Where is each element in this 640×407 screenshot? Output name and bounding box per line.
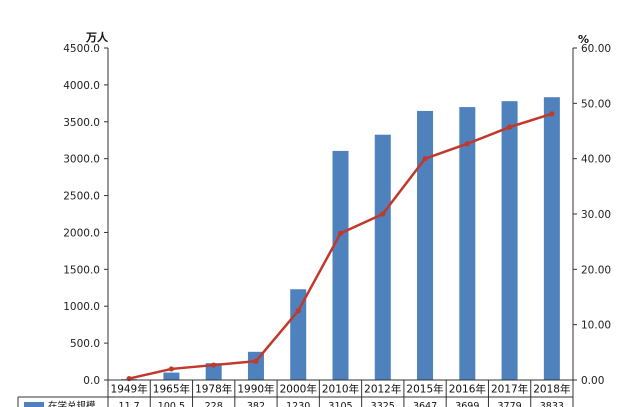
bar: [459, 107, 476, 380]
legend-label: 在学总规模: [48, 400, 96, 407]
left-tick-label: 1000.0: [63, 301, 100, 313]
category-label: 2010年: [322, 383, 359, 396]
left-tick-label: 2500.0: [63, 191, 100, 203]
category-label: 2015年: [406, 383, 443, 396]
left-tick-label: 4500.0: [63, 43, 100, 55]
bar: [417, 110, 434, 381]
left-tick-label: 0.0: [83, 375, 100, 387]
table-value: 1230: [286, 401, 310, 407]
category-label: 1965年: [153, 383, 190, 396]
table-value: 3833: [540, 401, 564, 407]
left-tick-label: 2000.0: [63, 227, 100, 239]
right-tick-label: 10.00: [581, 320, 611, 332]
bar-series: [121, 97, 560, 381]
category-label: 2017年: [491, 383, 528, 396]
category-label: 2018年: [533, 383, 570, 396]
category-label: 2012年: [364, 383, 401, 396]
right-tick-label: 50.00: [581, 98, 611, 110]
line-point: [549, 111, 555, 117]
right-tick-label: 30.00: [581, 209, 611, 221]
left-axis-unit: 万人: [85, 30, 109, 44]
right-tick-label: 0.00: [581, 375, 604, 387]
table-value: 3699: [455, 401, 479, 407]
bar: [543, 97, 560, 380]
data-table: 1949年 1965年 1978年 1990年 2000年 2010年 2012年 2015年…: [17, 379, 574, 407]
line-point: [380, 211, 386, 217]
bar: [290, 289, 307, 380]
bar: [332, 150, 349, 380]
line-point: [464, 141, 470, 147]
category-label: 1978年: [195, 383, 232, 396]
table-value: 11.7: [119, 401, 140, 407]
table-value: 100.5: [158, 401, 185, 407]
line-point: [295, 308, 301, 314]
bar: [247, 351, 264, 380]
right-tick-label: 20.00: [581, 264, 611, 276]
left-tick-label: 3500.0: [63, 117, 100, 129]
table-value: 3779: [497, 401, 521, 407]
left-tick-label: 4000.0: [63, 80, 100, 92]
line-point: [337, 230, 344, 236]
line-point: [422, 156, 428, 162]
bar: [501, 101, 518, 380]
category-label: 2000年: [280, 383, 317, 396]
category-label: 2016年: [449, 383, 486, 396]
left-tick-label: 3000.0: [63, 154, 100, 166]
table-value: 3105: [328, 401, 352, 407]
right-tick-label: 40.00: [581, 154, 611, 166]
axes: 4500.0 4000.0 3500.0 3000.0 2500.0 2000.0 1500…: [63, 30, 611, 387]
table-value: 3647: [413, 401, 437, 407]
category-label: 1990年: [237, 383, 274, 396]
table-value: 382: [247, 401, 265, 407]
legend-swatch: [24, 402, 44, 407]
line-series: [126, 111, 555, 382]
bar: [205, 363, 222, 380]
right-axis-unit: %: [578, 33, 589, 46]
table-value: 228: [205, 401, 223, 407]
category-label: 1949年: [111, 383, 148, 396]
table-value: 3325: [371, 401, 395, 407]
line-point: [253, 358, 259, 364]
right-tick-label: 60.00: [581, 43, 611, 55]
bar: [374, 134, 391, 380]
line-point: [211, 362, 217, 368]
line-point: [506, 124, 513, 130]
left-tick-label: 500.0: [70, 338, 100, 350]
line-point: [168, 366, 175, 372]
left-tick-label: 1500.0: [63, 264, 100, 276]
bar: [163, 372, 180, 380]
